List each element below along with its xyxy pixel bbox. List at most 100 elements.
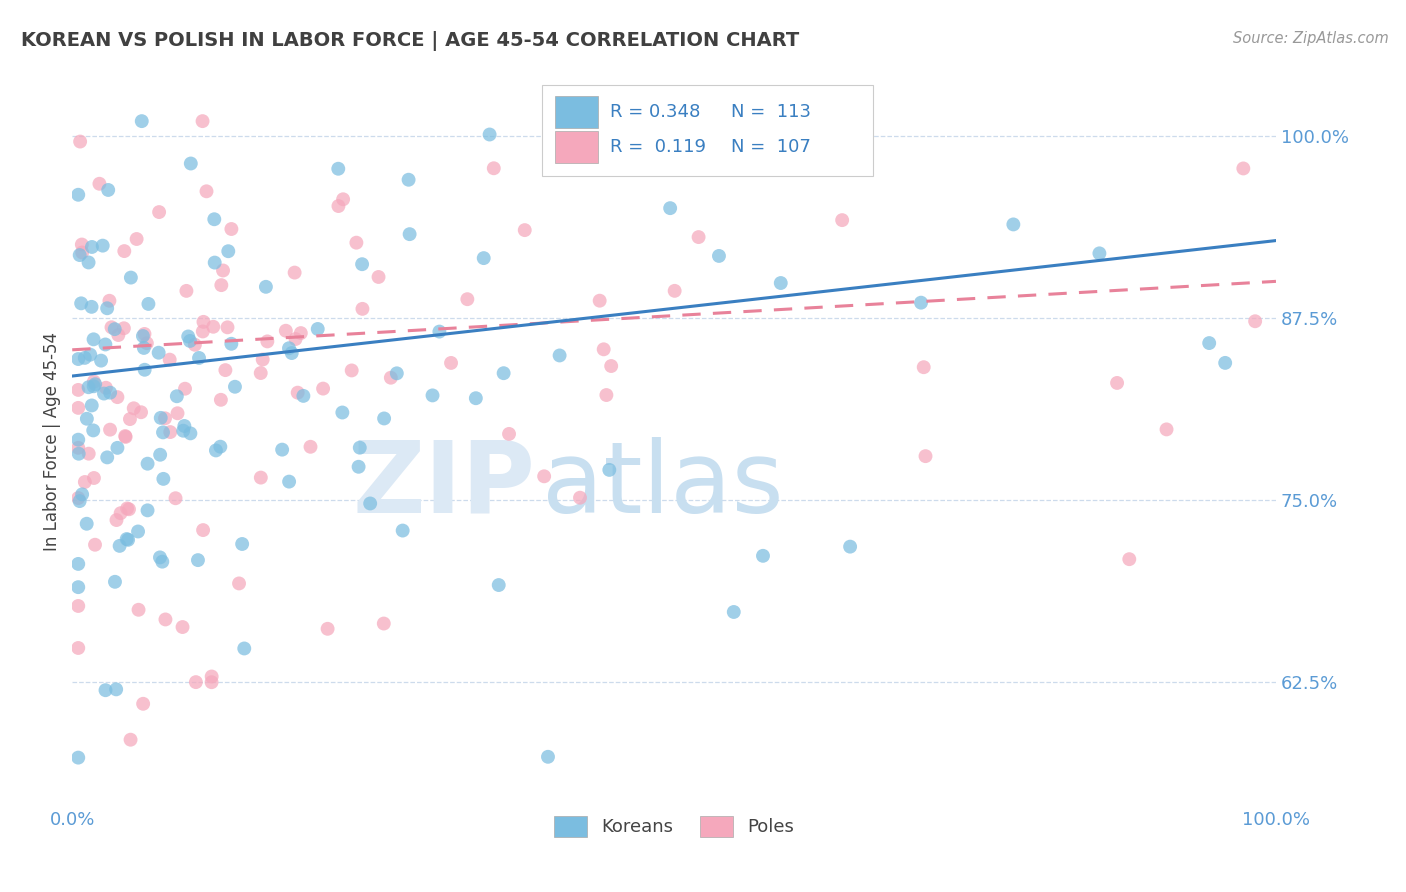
Point [150, 555, 173, 569]
Point [831, 213, 853, 227]
Point [274, 324, 297, 338]
Text: ZIP: ZIP [353, 437, 536, 533]
Point [184, 338, 207, 352]
Point [155, 612, 177, 626]
Point [312, 382, 335, 396]
Point [89, 177, 111, 191]
Point [914, 449, 936, 463]
Point [592, 343, 614, 357]
Point [108, 539, 131, 553]
Point [398, 227, 420, 242]
Point [202, 212, 225, 227]
Point [349, 441, 371, 455]
Point [112, 321, 135, 335]
Point [195, 184, 218, 198]
Point [221, 336, 243, 351]
Point [97, 183, 120, 197]
Point [134, 363, 156, 377]
Point [380, 370, 402, 384]
Point [96, 301, 118, 316]
Point [67, 441, 90, 455]
Point [125, 232, 148, 246]
Point [117, 533, 139, 547]
Point [307, 322, 329, 336]
Point [94, 381, 117, 395]
Point [217, 244, 239, 259]
Point [299, 440, 322, 454]
Point [271, 442, 294, 457]
Point [228, 576, 250, 591]
Point [152, 425, 174, 440]
Point [114, 429, 136, 443]
Point [70, 245, 93, 260]
Point [233, 641, 256, 656]
Point [659, 201, 682, 215]
Point [173, 419, 195, 434]
Point [290, 326, 312, 340]
Point [464, 391, 486, 405]
Point [292, 389, 315, 403]
Point [67, 433, 90, 447]
Point [595, 388, 617, 402]
Point [252, 352, 274, 367]
Point [67, 599, 90, 613]
Point [537, 749, 560, 764]
Point [73, 351, 96, 365]
Point [284, 266, 307, 280]
Point [224, 380, 246, 394]
Point [104, 574, 127, 589]
Point [132, 697, 155, 711]
Point [513, 223, 536, 237]
Point [110, 506, 132, 520]
Point [254, 280, 277, 294]
Point [67, 580, 90, 594]
Point [1088, 246, 1111, 260]
Point [707, 249, 730, 263]
Point [80, 240, 103, 254]
FancyBboxPatch shape [541, 85, 873, 176]
Point [148, 205, 170, 219]
Point [159, 352, 181, 367]
Point [179, 334, 201, 348]
Point [352, 257, 374, 271]
Point [328, 161, 350, 176]
Point [769, 276, 792, 290]
Point [440, 356, 463, 370]
Point [115, 501, 138, 516]
Point [688, 230, 710, 244]
Point [373, 616, 395, 631]
Point [115, 532, 138, 546]
Point [105, 682, 128, 697]
Point [278, 475, 301, 489]
Point [344, 235, 367, 250]
Point [250, 470, 273, 484]
Point [82, 424, 104, 438]
Point [498, 426, 520, 441]
Point [278, 341, 301, 355]
Point [91, 238, 114, 252]
Point [136, 457, 159, 471]
Point [1232, 161, 1254, 176]
Point [214, 363, 236, 377]
Point [104, 322, 127, 336]
Point [129, 405, 152, 419]
Point [67, 640, 90, 655]
Point [249, 366, 271, 380]
Point [217, 320, 239, 334]
Point [174, 382, 197, 396]
Point [84, 538, 107, 552]
Point [77, 380, 100, 394]
FancyBboxPatch shape [555, 130, 599, 162]
Point [96, 450, 118, 465]
Point [98, 423, 121, 437]
Point [134, 326, 156, 341]
Point [723, 605, 745, 619]
Point [204, 255, 226, 269]
Point [188, 351, 211, 365]
Point [280, 346, 302, 360]
Point [191, 114, 214, 128]
Point [69, 248, 91, 262]
Point [70, 487, 93, 501]
Point [193, 315, 215, 329]
Point [152, 472, 174, 486]
